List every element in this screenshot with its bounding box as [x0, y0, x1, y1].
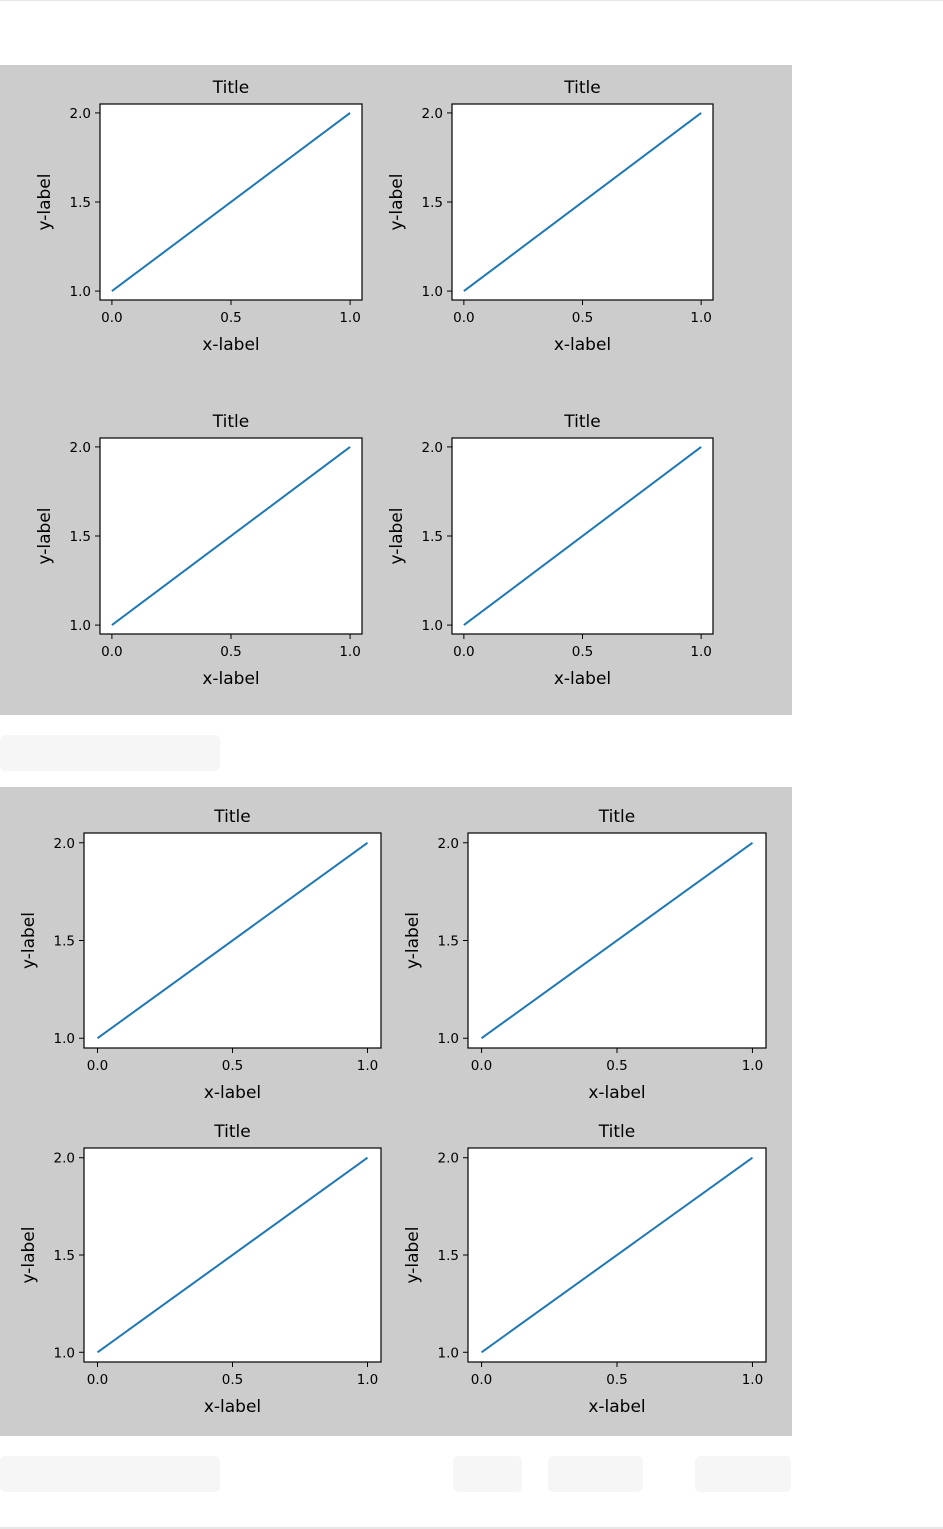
y-tick-label: 1.0 [54, 1031, 75, 1047]
x-tick-label: 0.5 [222, 1058, 243, 1074]
x-tick-label: 1.0 [357, 1058, 378, 1074]
y-tick-label: 2.0 [54, 1151, 75, 1167]
y-tick-label: 2.0 [438, 1151, 459, 1167]
placeholder-button[interactable] [548, 1456, 643, 1492]
y-tick-label: 1.0 [422, 618, 443, 634]
data-line [96, 841, 369, 1040]
bottom-divider [0, 1527, 943, 1529]
y-tick-label: 1.5 [438, 934, 459, 950]
data-line [463, 112, 702, 292]
x-axis-label: x-label [202, 335, 259, 355]
x-tick-label: 1.0 [339, 644, 360, 660]
x-axis-label: x-label [204, 1397, 261, 1417]
data-line [480, 841, 754, 1040]
x-axis-label: x-label [202, 669, 259, 689]
x-tick-label: 0.5 [220, 644, 241, 660]
x-tick-label: 1.0 [690, 310, 711, 326]
y-tick-label: 2.0 [70, 106, 91, 122]
x-tick-label: 0.5 [572, 310, 593, 326]
subplot-title: Title [563, 412, 600, 432]
subplot-title: Title [598, 807, 635, 827]
y-axis-label: y-label [403, 912, 423, 969]
y-tick-label: 1.5 [422, 195, 443, 211]
x-tick-label: 0.0 [101, 644, 122, 660]
x-tick-label: 0.5 [222, 1372, 243, 1388]
y-tick-label: 1.5 [70, 195, 91, 211]
y-axis-label: y-label [403, 1226, 423, 1283]
x-axis-label: x-label [554, 669, 611, 689]
subplot-title: Title [212, 78, 249, 98]
y-tick-label: 1.5 [422, 529, 443, 545]
y-tick-label: 1.0 [438, 1345, 459, 1361]
placeholder-button[interactable] [453, 1456, 522, 1492]
x-tick-label: 1.0 [742, 1372, 763, 1388]
data-line [480, 1156, 754, 1354]
y-tick-label: 1.0 [70, 618, 91, 634]
y-tick-label: 1.5 [54, 1248, 75, 1264]
y-tick-label: 1.0 [70, 284, 91, 300]
data-line [96, 1156, 369, 1354]
x-tick-label: 0.0 [453, 310, 474, 326]
y-tick-label: 1.5 [70, 529, 91, 545]
y-axis-label: y-label [19, 912, 39, 969]
x-tick-label: 1.0 [357, 1372, 378, 1388]
x-tick-label: 0.5 [572, 644, 593, 660]
y-tick-label: 2.0 [422, 440, 443, 456]
x-tick-label: 0.0 [87, 1372, 108, 1388]
y-tick-label: 2.0 [438, 836, 459, 852]
data-line [463, 446, 702, 626]
y-axis-label: y-label [35, 173, 55, 230]
y-tick-label: 2.0 [70, 440, 91, 456]
subplot-title: Title [563, 78, 600, 98]
y-tick-label: 1.5 [438, 1248, 459, 1264]
y-axis-label: y-label [387, 173, 407, 230]
y-tick-label: 1.0 [438, 1031, 459, 1047]
y-tick-label: 2.0 [54, 836, 75, 852]
data-line [111, 446, 351, 626]
x-tick-label: 0.5 [606, 1058, 627, 1074]
x-tick-label: 1.0 [690, 644, 711, 660]
placeholder-bar [0, 735, 220, 771]
subplot-title: Title [598, 1122, 635, 1142]
x-tick-label: 0.0 [471, 1372, 492, 1388]
placeholder-button[interactable] [695, 1456, 791, 1492]
placeholder-bar [0, 1456, 220, 1492]
x-tick-label: 0.0 [471, 1058, 492, 1074]
top-divider [0, 0, 943, 1]
y-tick-label: 2.0 [422, 106, 443, 122]
data-line [111, 112, 351, 292]
x-tick-label: 0.0 [101, 310, 122, 326]
y-axis-label: y-label [387, 507, 407, 564]
y-axis-label: y-label [19, 1226, 39, 1283]
subplot-title: Title [213, 807, 250, 827]
x-tick-label: 0.5 [220, 310, 241, 326]
x-axis-label: x-label [204, 1083, 261, 1103]
subplot-title: Title [212, 412, 249, 432]
x-axis-label: x-label [554, 335, 611, 355]
x-tick-label: 1.0 [742, 1058, 763, 1074]
y-axis-label: y-label [35, 507, 55, 564]
y-tick-label: 1.0 [54, 1345, 75, 1361]
subplot-title: Title [213, 1122, 250, 1142]
x-axis-label: x-label [588, 1397, 645, 1417]
x-tick-label: 0.5 [606, 1372, 627, 1388]
x-axis-label: x-label [588, 1083, 645, 1103]
x-tick-label: 1.0 [339, 310, 360, 326]
x-tick-label: 0.0 [87, 1058, 108, 1074]
x-tick-label: 0.0 [453, 644, 474, 660]
y-tick-label: 1.5 [54, 934, 75, 950]
y-tick-label: 1.0 [422, 284, 443, 300]
